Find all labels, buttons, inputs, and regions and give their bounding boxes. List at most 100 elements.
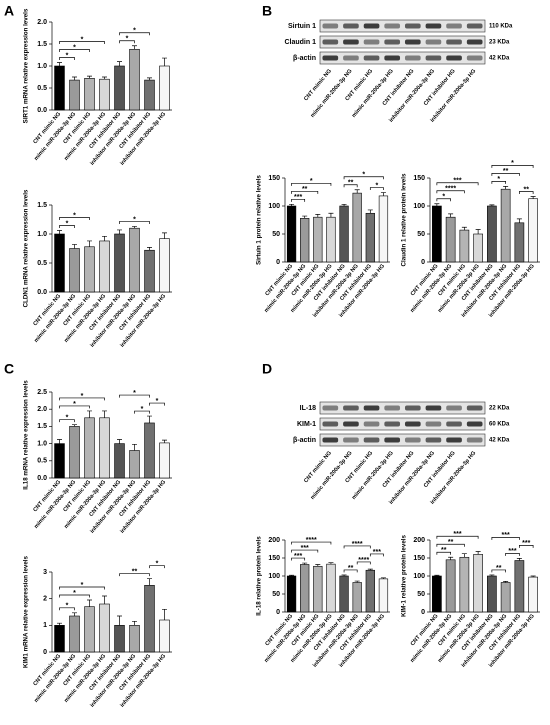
significance-label: * [133,390,136,397]
significance-label: *** [301,545,309,552]
blot-band [466,39,483,45]
bar [514,222,525,263]
bar [432,575,442,613]
significance-label: *** [294,194,302,201]
y-tick-label: 0.5 [37,458,47,465]
significance-label: **** [445,186,456,193]
blot-band [343,55,359,61]
error-bar [132,45,137,50]
bar [459,229,470,263]
significance-bracket [343,176,384,180]
blot-row-label: IL-18 [300,405,316,412]
error-bar [461,226,467,231]
y-tick-label: 150 [413,555,425,562]
error-bar [328,212,334,218]
significance-bracket [59,225,75,229]
y-tick-label: 0 [421,609,425,616]
blot-band [322,55,339,61]
bar [500,188,511,263]
error-bar [147,77,152,81]
error-bar [57,62,62,66]
y-tick-label: 0 [276,609,280,616]
blot-band [322,421,339,427]
bar [69,79,80,111]
error-bar [475,551,481,555]
blot-row-label: β-actin [293,55,316,62]
error-bar [341,203,347,206]
blot-size-label: 22 KDa [489,406,510,412]
blot-band [466,23,483,29]
bar [365,212,375,263]
blot-band [446,23,462,29]
error-bar [147,415,152,423]
significance-bracket [59,419,75,423]
blot-band [466,55,483,61]
significance-bracket [505,553,520,556]
y-axis-label: IL-18 relative protein levels [256,536,263,616]
bar [144,79,155,111]
significance-label: * [73,590,76,597]
significance-label: *** [453,178,461,185]
y-tick-label: 150 [413,175,425,182]
error-bar [289,574,295,576]
error-bar [162,57,167,66]
significance-label: *** [522,540,530,547]
significance-label: *** [373,549,381,556]
bar [487,205,497,263]
significance-label: * [66,603,69,610]
blot-lane-label: mimic miR-200a-3p HG [351,68,395,119]
significance-label: **** [306,537,317,544]
blot-band [384,55,401,61]
significance-bracket [436,190,465,194]
blot-band [446,55,462,61]
blot-band [343,437,359,443]
significance-bracket [59,594,90,598]
blot-band [446,437,462,443]
y-tick-label: 100 [413,203,425,210]
error-bar [72,76,77,81]
bar [352,192,362,263]
error-bar [530,575,536,578]
blot-strip [319,19,486,33]
blot-band [363,55,380,61]
y-tick-label: 1.0 [37,231,47,238]
y-axis-label: Claudin 1 relative protein levels [401,173,408,266]
y-tick-label: 1.0 [37,63,47,70]
y-tick-label: 0.0 [37,475,47,482]
bar [114,65,125,111]
significance-bracket [343,545,371,549]
blot-band [425,405,442,411]
blot-strip [319,51,486,65]
y-tick-label: 50 [417,591,425,598]
blot-band [343,405,359,411]
error-bar [367,209,373,214]
panel-letter: B [262,3,272,19]
bar [69,615,80,653]
blot-row-label: Claudin 1 [284,39,316,46]
error-bar [380,192,386,196]
bar [129,625,140,653]
blot-size-label: 42 KDa [489,56,510,62]
error-bar [503,186,509,190]
blot-strip [319,35,486,49]
significance-label: * [81,393,84,400]
significance-bracket [491,181,506,184]
bar [54,625,65,653]
error-bar [117,439,122,444]
error-bar [489,204,495,206]
blot-band [384,437,401,443]
bar [326,563,336,613]
significance-label: *** [453,531,461,538]
blot-size-label: 42 KDa [489,438,510,444]
bar [352,582,362,613]
error-bar [354,580,360,583]
blot-band [343,39,359,45]
blot-size-label: 23 KDa [489,40,510,46]
blot-band [384,405,401,411]
blot-band [466,421,483,427]
significance-bracket [291,549,319,553]
y-tick-label: 0 [421,259,425,266]
significance-bracket [436,551,451,555]
bar [84,417,95,479]
